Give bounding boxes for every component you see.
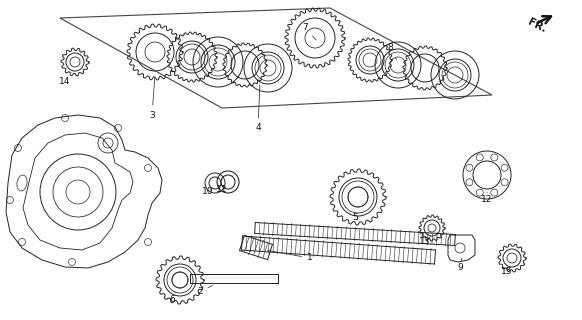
- Text: 9: 9: [457, 258, 463, 273]
- Text: 14: 14: [59, 72, 72, 86]
- Text: 5: 5: [352, 213, 358, 222]
- Text: 3: 3: [149, 78, 155, 119]
- Text: 1: 1: [268, 251, 313, 262]
- Text: 13: 13: [419, 237, 431, 246]
- Text: 15: 15: [501, 267, 513, 276]
- Text: 4: 4: [255, 85, 261, 132]
- Text: 2: 2: [197, 285, 212, 297]
- Text: 7: 7: [302, 23, 316, 40]
- Text: 8: 8: [387, 44, 396, 60]
- Text: 10: 10: [203, 188, 214, 196]
- Text: FR.: FR.: [526, 17, 548, 35]
- Text: 6: 6: [169, 292, 175, 305]
- Text: 11: 11: [217, 186, 228, 195]
- Text: 12: 12: [481, 192, 493, 204]
